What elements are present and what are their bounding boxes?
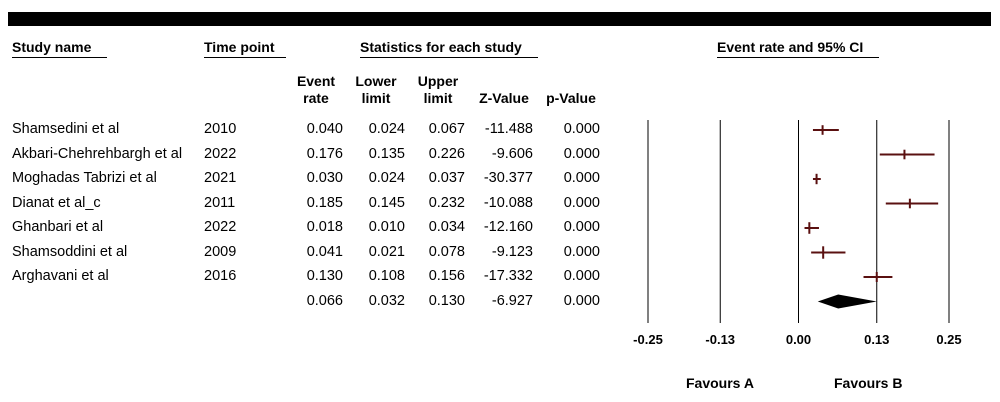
table-cell-rate: 0.040 bbox=[306, 121, 343, 137]
col-upper-limit-line2: limit bbox=[423, 90, 453, 106]
favours-b-label: Favours B bbox=[834, 375, 903, 391]
table-cell-name: Dianat et al_c bbox=[12, 194, 101, 211]
table-cell-lower: 0.145 bbox=[368, 194, 405, 211]
col-lower-limit: Lower limit bbox=[348, 73, 404, 107]
table-cell-time: 2010 bbox=[204, 121, 237, 137]
favours-a-label: Favours A bbox=[686, 375, 754, 391]
table-cell-rate: 0.176 bbox=[306, 145, 343, 162]
col-lower-limit-line2: limit bbox=[361, 90, 391, 106]
table-cell-p: 0.000 bbox=[563, 219, 600, 235]
table-cell-z: -10.088 bbox=[483, 194, 533, 211]
col-event-rate-line2: rate bbox=[303, 90, 329, 106]
x-tick-label: -0.25 bbox=[633, 332, 663, 347]
col-lower-limit-line1: Lower bbox=[355, 73, 397, 89]
table-cell-lower: 0.010 bbox=[368, 219, 405, 235]
table-cell-z: -30.377 bbox=[483, 170, 533, 186]
col-upper-limit-line1: Upper bbox=[417, 73, 459, 89]
table-cell-lower: 0.024 bbox=[368, 121, 405, 137]
table-cell-name: Arghavani et al bbox=[12, 268, 109, 284]
col-event-rate-line1: Event bbox=[296, 73, 336, 89]
table-cell-upper: 0.067 bbox=[428, 121, 465, 137]
table-cell-p: 0.000 bbox=[563, 268, 600, 284]
header-study-name: Study name bbox=[12, 39, 92, 55]
summary-cell-upper: 0.130 bbox=[428, 292, 465, 309]
header-event-ci-underline bbox=[717, 57, 879, 58]
table-cell-p: 0.000 bbox=[563, 243, 600, 260]
table-cell-lower: 0.108 bbox=[368, 268, 405, 284]
x-tick-label: -0.13 bbox=[705, 332, 735, 347]
table-cell-name: Shamsoddini et al bbox=[12, 243, 128, 260]
table-cell-lower: 0.021 bbox=[368, 243, 405, 260]
header-study-name-underline bbox=[12, 57, 107, 58]
table-cell-upper: 0.226 bbox=[428, 145, 465, 162]
col-z-value: Z-Value bbox=[479, 90, 529, 106]
table-cell-upper: 0.156 bbox=[428, 268, 465, 284]
table-cell-rate: 0.130 bbox=[306, 268, 343, 284]
header-statistics: Statistics for each study bbox=[360, 39, 522, 55]
x-tick-label: 0.00 bbox=[786, 332, 811, 347]
header-statistics-underline bbox=[360, 57, 538, 58]
table-cell-p: 0.000 bbox=[563, 194, 600, 211]
summary-cell-rate: 0.066 bbox=[306, 292, 343, 309]
table-cell-name: Moghadas Tabrizi et al bbox=[12, 170, 157, 186]
summary-cell-p: 0.000 bbox=[563, 292, 600, 309]
table-cell-name: Ghanbari et al bbox=[12, 219, 104, 235]
table-cell-lower: 0.135 bbox=[368, 145, 405, 162]
table-cell-name: Akbari-Chehrehbargh et al bbox=[12, 145, 183, 162]
table-cell-rate: 0.030 bbox=[306, 170, 343, 186]
top-black-bar bbox=[8, 12, 991, 26]
col-event-rate: Event rate bbox=[290, 73, 342, 107]
table-cell-upper: 0.034 bbox=[428, 219, 465, 235]
header-time-point-underline bbox=[204, 57, 286, 58]
table-cell-z: -11.488 bbox=[484, 121, 533, 137]
table-cell-name: Shamsedini et al bbox=[12, 121, 120, 137]
table-cell-rate: 0.018 bbox=[306, 219, 343, 235]
table-cell-p: 0.000 bbox=[563, 145, 600, 162]
summary-diamond bbox=[817, 294, 877, 309]
table-cell-z: -9.606 bbox=[491, 145, 533, 162]
table-cell-lower: 0.024 bbox=[368, 170, 405, 186]
table-cell-time: 2021 bbox=[204, 170, 237, 186]
x-tick-label: 0.13 bbox=[864, 332, 889, 347]
table-cell-upper: 0.037 bbox=[428, 170, 465, 186]
table-cell-rate: 0.185 bbox=[306, 194, 343, 211]
table-cell-upper: 0.078 bbox=[428, 243, 465, 260]
header-time-point: Time point bbox=[204, 39, 275, 55]
table-cell-time: 2009 bbox=[204, 243, 237, 260]
table-cell-z: -17.332 bbox=[483, 268, 533, 284]
table-cell-z: -9.123 bbox=[491, 243, 533, 260]
table-cell-upper: 0.232 bbox=[428, 194, 465, 211]
col-upper-limit: Upper limit bbox=[410, 73, 466, 107]
header-event-ci: Event rate and 95% CI bbox=[717, 39, 864, 55]
table-cell-p: 0.000 bbox=[563, 121, 600, 137]
table-cell-time: 2022 bbox=[204, 145, 237, 162]
summary-cell-lower: 0.032 bbox=[368, 292, 405, 309]
table-cell-z: -12.160 bbox=[483, 219, 533, 235]
table-cell-time: 2011 bbox=[204, 194, 236, 211]
table-cell-time: 2022 bbox=[204, 219, 237, 235]
col-p-value: p-Value bbox=[546, 90, 596, 106]
table-cell-p: 0.000 bbox=[563, 170, 600, 186]
table-cell-time: 2016 bbox=[204, 268, 237, 284]
x-tick-label: 0.25 bbox=[936, 332, 961, 347]
table-cell-rate: 0.041 bbox=[306, 243, 343, 260]
summary-cell-z: -6.927 bbox=[491, 292, 533, 309]
